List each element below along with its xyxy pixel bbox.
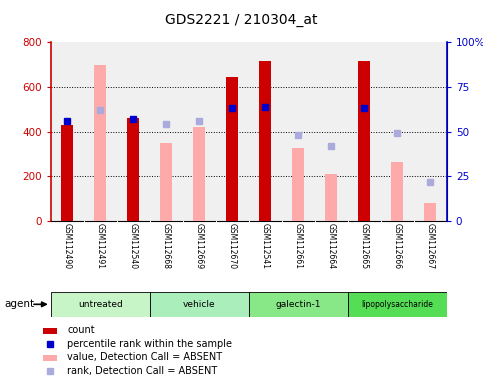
Bar — [392, 162, 403, 221]
Bar — [326, 174, 337, 221]
Bar — [43, 355, 57, 361]
Text: lipopolysaccharide: lipopolysaccharide — [361, 300, 433, 309]
Text: GDS2221 / 210304_at: GDS2221 / 210304_at — [165, 13, 318, 27]
Bar — [51, 292, 150, 317]
Text: GSM112661: GSM112661 — [294, 223, 303, 269]
Text: count: count — [68, 325, 95, 335]
Text: agent: agent — [5, 299, 35, 310]
Text: GSM112668: GSM112668 — [162, 223, 170, 269]
Text: GSM112540: GSM112540 — [129, 223, 138, 269]
Bar — [348, 292, 447, 317]
Bar — [293, 148, 304, 221]
Bar — [95, 65, 106, 221]
Text: galectin-1: galectin-1 — [275, 300, 321, 309]
Bar — [249, 292, 348, 317]
Text: value, Detection Call = ABSENT: value, Detection Call = ABSENT — [68, 352, 223, 362]
Text: GSM112665: GSM112665 — [360, 223, 369, 269]
Text: GSM112541: GSM112541 — [261, 223, 270, 269]
Text: GSM112664: GSM112664 — [327, 223, 336, 269]
Bar — [358, 61, 370, 221]
Text: GSM112666: GSM112666 — [393, 223, 402, 269]
Text: vehicle: vehicle — [183, 300, 215, 309]
Bar — [43, 328, 57, 334]
Bar — [425, 203, 436, 221]
Bar — [194, 127, 205, 221]
Text: GSM112667: GSM112667 — [426, 223, 435, 269]
Text: percentile rank within the sample: percentile rank within the sample — [68, 339, 232, 349]
Bar — [227, 77, 238, 221]
Text: GSM112491: GSM112491 — [96, 223, 105, 269]
Text: untreated: untreated — [78, 300, 123, 309]
Text: GSM112670: GSM112670 — [228, 223, 237, 269]
Bar — [128, 118, 139, 221]
Text: rank, Detection Call = ABSENT: rank, Detection Call = ABSENT — [68, 366, 218, 376]
Bar — [259, 61, 271, 221]
Text: GSM112490: GSM112490 — [63, 223, 71, 269]
Bar — [150, 292, 249, 317]
Text: GSM112669: GSM112669 — [195, 223, 204, 269]
Bar — [61, 125, 73, 221]
Bar — [160, 143, 172, 221]
